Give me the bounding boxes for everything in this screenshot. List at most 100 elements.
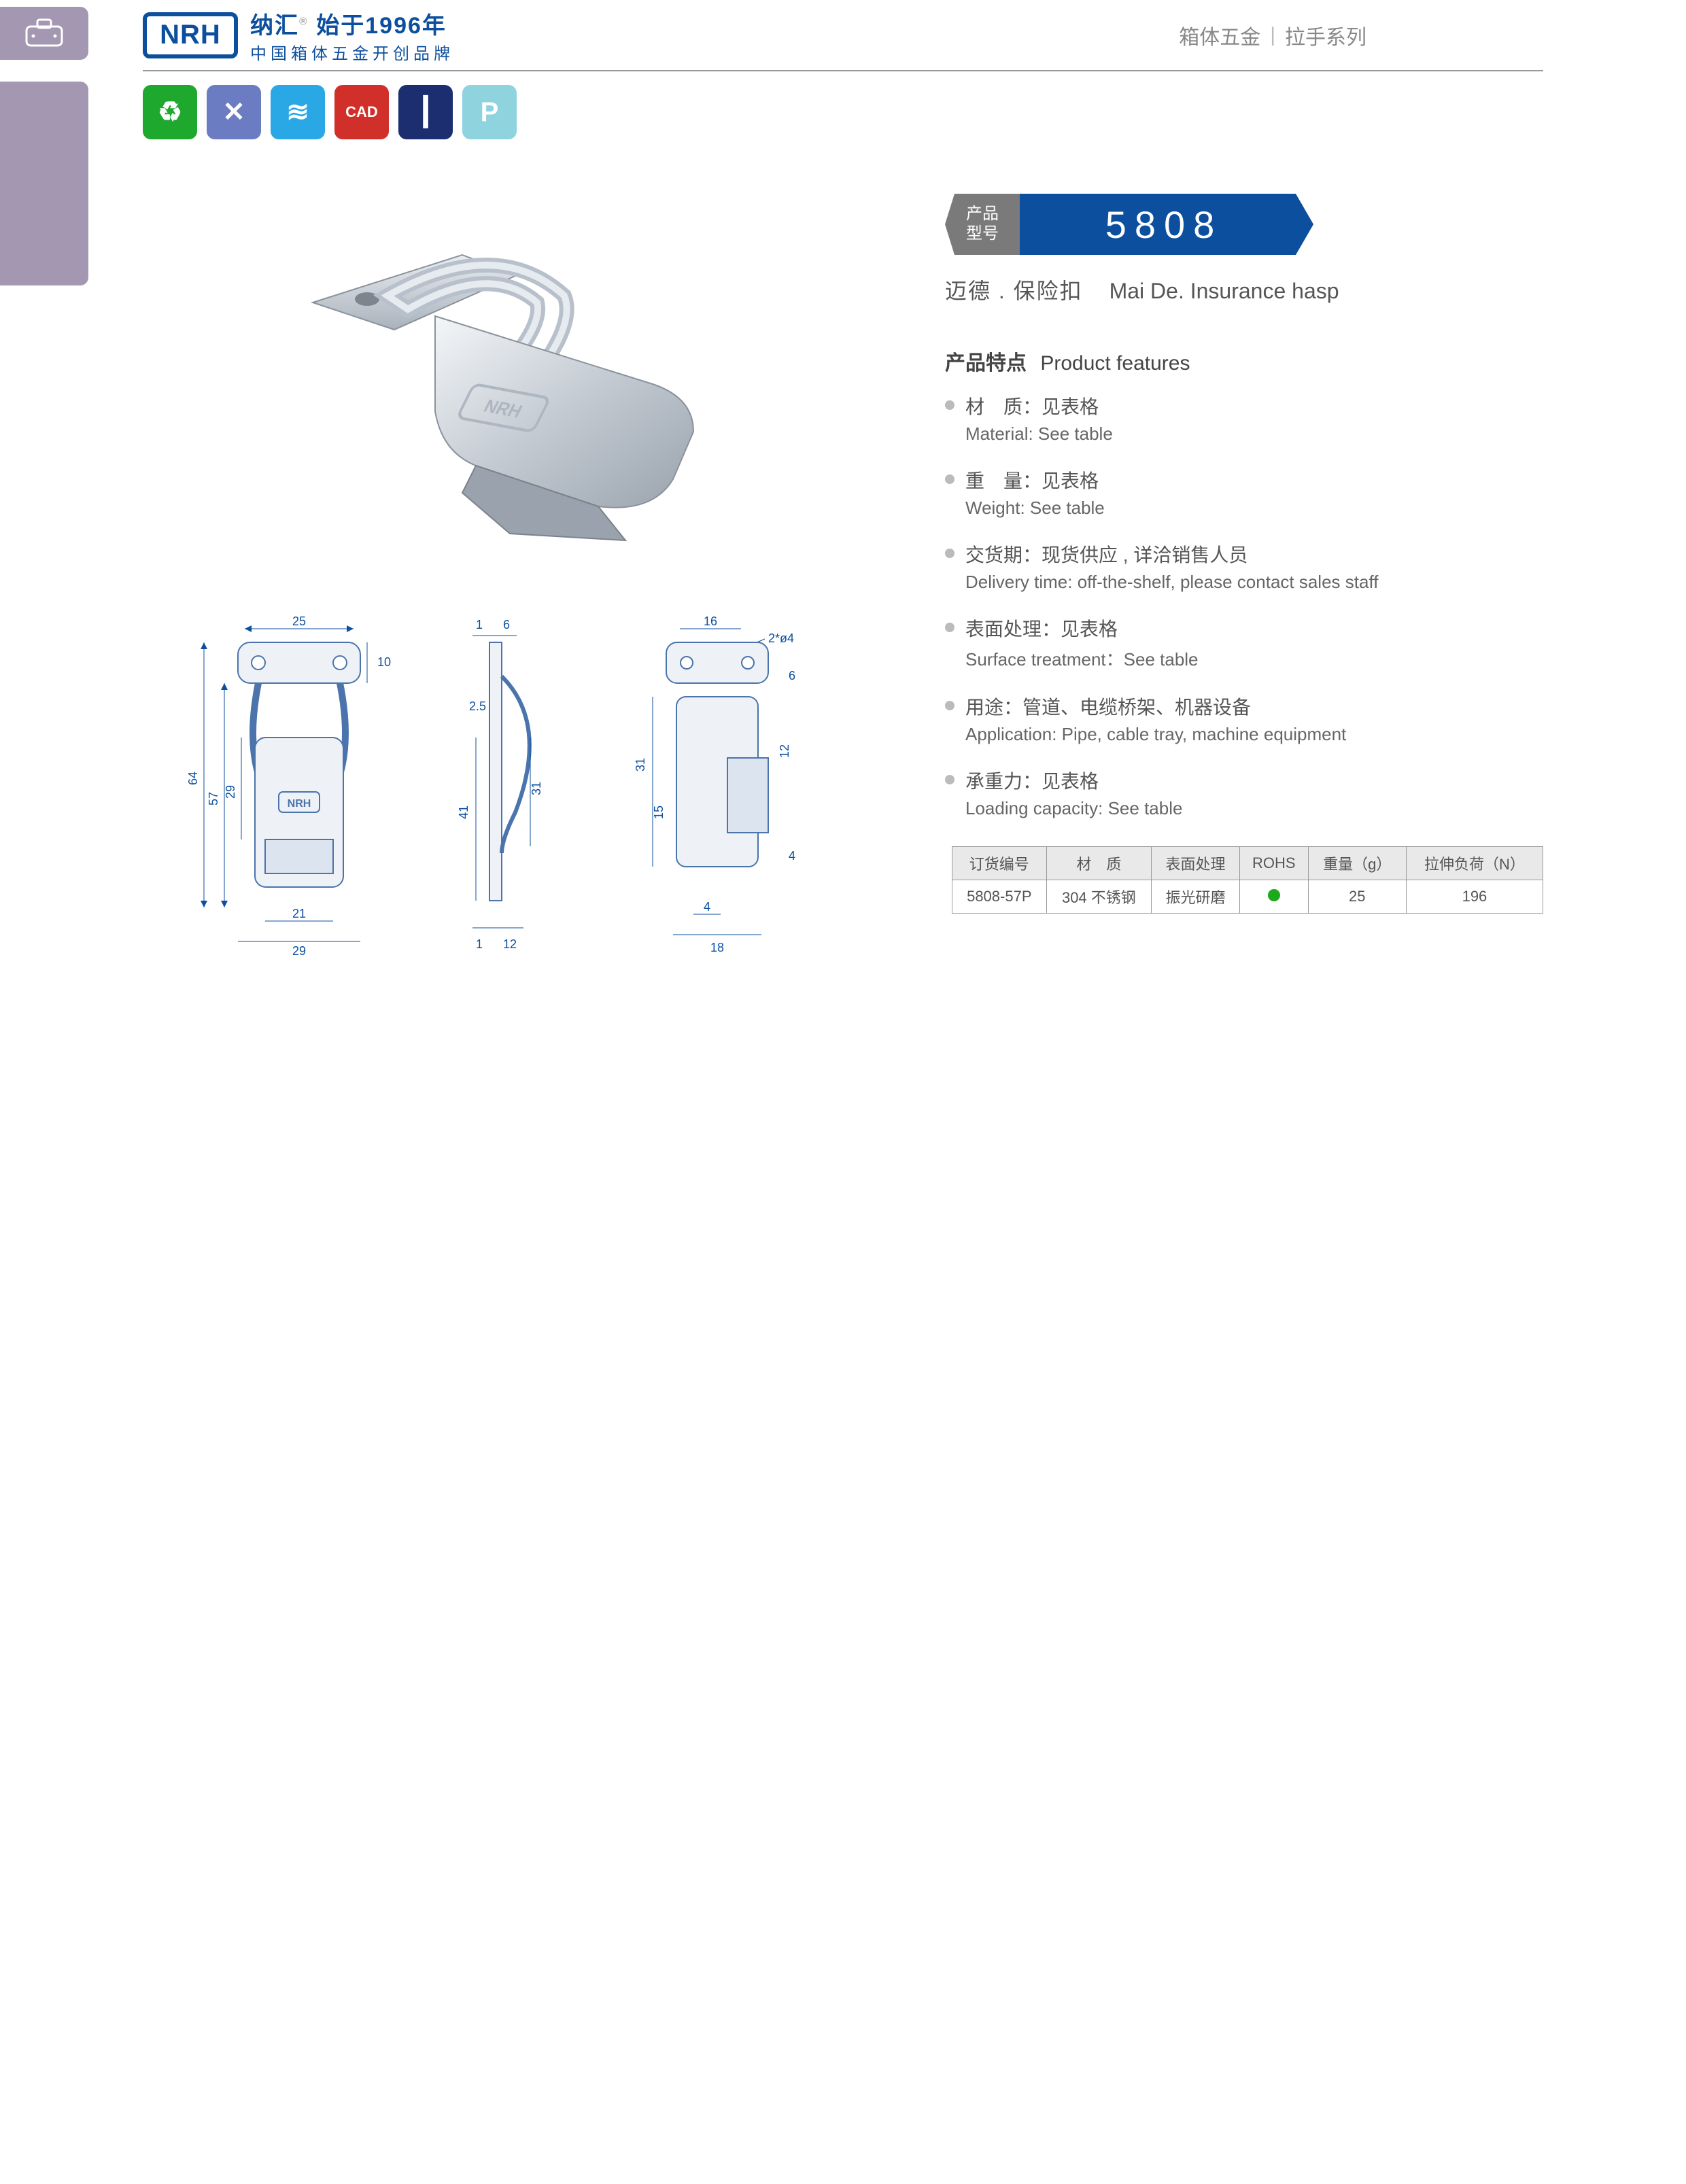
brand-since: 始于1996年 xyxy=(316,13,447,39)
svg-text:1: 1 xyxy=(476,618,483,631)
table-header-cell: 订货编号 xyxy=(952,847,1047,880)
product-subtitle: 迈德 . 保险扣 Mai De. Insurance hasp xyxy=(945,274,1543,305)
svg-text:18: 18 xyxy=(710,941,724,954)
svg-text:2*ø4: 2*ø4 xyxy=(768,631,794,645)
table-header-cell: 拉伸负荷（N） xyxy=(1406,847,1543,880)
feature-text: 交货期：现货供应 , 详洽销售人员 Delivery time: off-the-… xyxy=(965,540,1378,593)
svg-text:29: 29 xyxy=(224,785,237,799)
table-cell: 304 不锈钢 xyxy=(1046,880,1152,914)
svg-text:64: 64 xyxy=(186,772,200,785)
breadcrumb-series: 拉手系列 xyxy=(1285,20,1366,50)
breadcrumb-category: 箱体五金 xyxy=(1179,20,1260,50)
product-render: NRH xyxy=(272,221,789,574)
side-tab-icon xyxy=(0,7,88,60)
bullet-icon xyxy=(945,775,954,784)
content: NRH 25 xyxy=(143,194,1543,969)
subtitle-cn: 迈德 . 保险扣 xyxy=(945,279,1083,303)
features-title-cn: 产品特点 xyxy=(945,352,1027,375)
feature-item: 材 质：见表格Material: See table xyxy=(945,392,1543,445)
technical-drawings: 25 NRH 64 xyxy=(143,615,918,969)
feature-en: Loading capacity: See table xyxy=(965,798,1182,819)
svg-text:31: 31 xyxy=(634,758,647,772)
svg-text:31: 31 xyxy=(530,782,543,795)
brand-logo-text: 纳汇® 始于1996年 中国箱体五金开创品牌 xyxy=(250,7,454,64)
svg-text:25: 25 xyxy=(292,615,306,628)
feature-en: Material: See table xyxy=(965,423,1113,445)
svg-text:2.5: 2.5 xyxy=(469,699,486,713)
features-list: 材 质：见表格Material: See table 重 量：见表格Weight:… xyxy=(945,392,1543,819)
left-column: NRH 25 xyxy=(143,194,918,969)
tools-icon: ✕ xyxy=(207,85,261,139)
feature-cn: 交货期：现货供应 , 详洽销售人员 xyxy=(965,540,1378,568)
feature-item: 重 量：见表格Weight: See table xyxy=(945,466,1543,519)
coil-icon: ≋ xyxy=(271,85,325,139)
badge-label-l2: 型号 xyxy=(966,224,999,244)
table-cell xyxy=(1239,880,1308,914)
feature-item: 表面处理：见表格 Surface treatment：See table xyxy=(945,614,1543,671)
table-cell: 25 xyxy=(1308,880,1406,914)
bullet-icon xyxy=(945,549,954,558)
spec-table: 订货编号材 质表面处理ROHS重量（g）拉伸负荷（N） 5808-57P304 … xyxy=(952,846,1543,914)
p-icon: P xyxy=(462,85,517,139)
feature-en: Delivery time: off-the-shelf, please con… xyxy=(965,572,1378,593)
svg-text:21: 21 xyxy=(292,907,306,920)
registered-mark: ® xyxy=(299,16,309,27)
features-title: 产品特点 Product features xyxy=(945,346,1543,376)
svg-text:1: 1 xyxy=(476,937,483,951)
feature-item: 用途：管道、电缆桥架、机器设备 Application: Pipe, cable … xyxy=(945,693,1543,745)
svg-text:NRH: NRH xyxy=(288,798,311,810)
svg-text:4: 4 xyxy=(704,900,710,914)
table-header-cell: 表面处理 xyxy=(1152,847,1240,880)
feature-text: 表面处理：见表格 Surface treatment：See table xyxy=(965,614,1199,671)
feature-en: Application: Pipe, cable tray, machine e… xyxy=(965,724,1346,745)
feature-text: 承重力：见表格 Loading capacity: See table xyxy=(965,767,1182,819)
feature-text: 重 量：见表格Weight: See table xyxy=(965,466,1105,519)
svg-text:57: 57 xyxy=(207,792,220,805)
bullet-icon xyxy=(945,400,954,410)
brand-tagline: 中国箱体五金开创品牌 xyxy=(250,40,454,64)
page: NRH 纳汇® 始于1996年 中国箱体五金开创品牌 箱体五金 | 拉手系列 ♻… xyxy=(143,0,1543,969)
table-row: 5808-57P304 不锈钢振光研磨25196 xyxy=(952,880,1543,914)
drawing-side: 1 6 2.5 31 41 1 12 xyxy=(435,615,585,969)
subtitle-en: Mai De. Insurance hasp xyxy=(1109,279,1339,303)
rohs-dot-icon xyxy=(1268,889,1280,901)
feature-text: 用途：管道、电缆桥架、机器设备 Application: Pipe, cable … xyxy=(965,693,1346,745)
table-cell: 196 xyxy=(1406,880,1543,914)
side-tab-blank xyxy=(0,82,88,285)
svg-text:41: 41 xyxy=(457,805,470,819)
badge-label-l1: 产品 xyxy=(966,205,999,224)
svg-text:10: 10 xyxy=(377,655,391,669)
svg-text:6: 6 xyxy=(503,618,510,631)
screw-icon: ┃ xyxy=(398,85,453,139)
feature-cn: 表面处理：见表格 xyxy=(965,614,1199,642)
feature-cn: 用途：管道、电缆桥架、机器设备 xyxy=(965,693,1346,720)
table-header-cell: 重量（g） xyxy=(1308,847,1406,880)
nrh-logo-mark: NRH xyxy=(143,12,238,58)
bullet-icon xyxy=(945,474,954,484)
table-header-cell: 材 质 xyxy=(1046,847,1152,880)
brand-logo: NRH 纳汇® 始于1996年 中国箱体五金开创品牌 xyxy=(143,7,454,64)
bullet-icon xyxy=(945,623,954,632)
cad-icon: CAD xyxy=(334,85,389,139)
model-badge: 产品 型号 5808 xyxy=(945,194,1543,255)
svg-text:16: 16 xyxy=(704,615,717,628)
feature-item: 承重力：见表格 Loading capacity: See table xyxy=(945,767,1543,819)
svg-text:15: 15 xyxy=(652,805,666,819)
feature-en: Weight: See table xyxy=(965,498,1105,519)
feature-item: 交货期：现货供应 , 详洽销售人员 Delivery time: off-the-… xyxy=(945,540,1543,593)
svg-text:12: 12 xyxy=(778,744,791,758)
svg-text:12: 12 xyxy=(503,937,517,951)
svg-text:4: 4 xyxy=(789,849,795,863)
features-title-en: Product features xyxy=(1040,352,1190,375)
table-cell: 振光研磨 xyxy=(1152,880,1240,914)
badge-label: 产品 型号 xyxy=(945,194,1020,255)
page-header: NRH 纳汇® 始于1996年 中国箱体五金开创品牌 箱体五金 | 拉手系列 xyxy=(143,0,1543,71)
feature-en: Surface treatment：See table xyxy=(965,646,1199,671)
eco-icon: ♻ xyxy=(143,85,197,139)
brand-name-cn: 纳汇 xyxy=(250,13,299,39)
table-header-row: 订货编号材 质表面处理ROHS重量（g）拉伸负荷（N） xyxy=(952,847,1543,880)
feature-cn: 承重力：见表格 xyxy=(965,767,1182,794)
bullet-icon xyxy=(945,701,954,710)
breadcrumb-sep: | xyxy=(1270,24,1275,47)
feature-text: 材 质：见表格Material: See table xyxy=(965,392,1113,445)
